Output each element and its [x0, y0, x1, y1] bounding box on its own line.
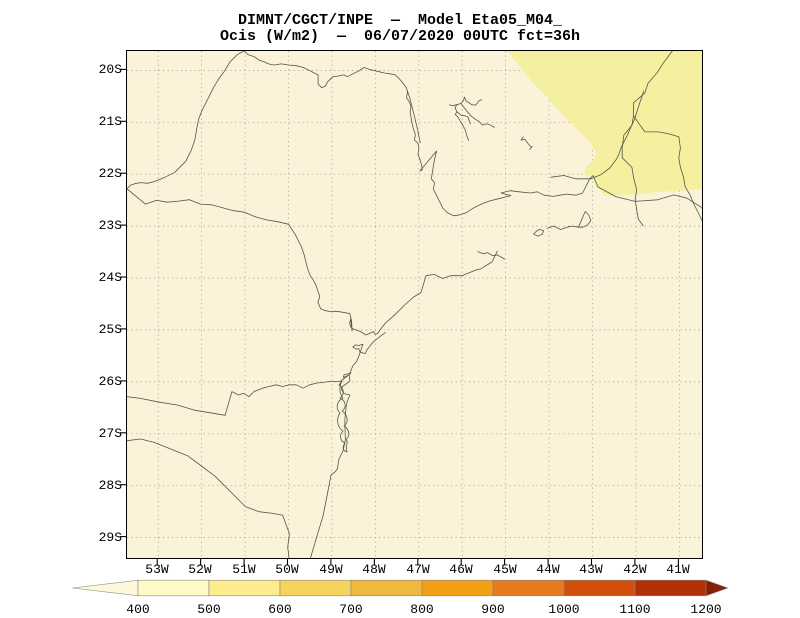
svg-text:900: 900	[481, 602, 504, 617]
svg-text:800: 800	[410, 602, 433, 617]
svg-text:1100: 1100	[619, 602, 650, 617]
svg-text:700: 700	[339, 602, 362, 617]
svg-text:400: 400	[126, 602, 149, 617]
svg-text:1200: 1200	[690, 602, 721, 617]
svg-text:600: 600	[268, 602, 291, 617]
svg-text:500: 500	[197, 602, 220, 617]
svg-text:1000: 1000	[548, 602, 579, 617]
